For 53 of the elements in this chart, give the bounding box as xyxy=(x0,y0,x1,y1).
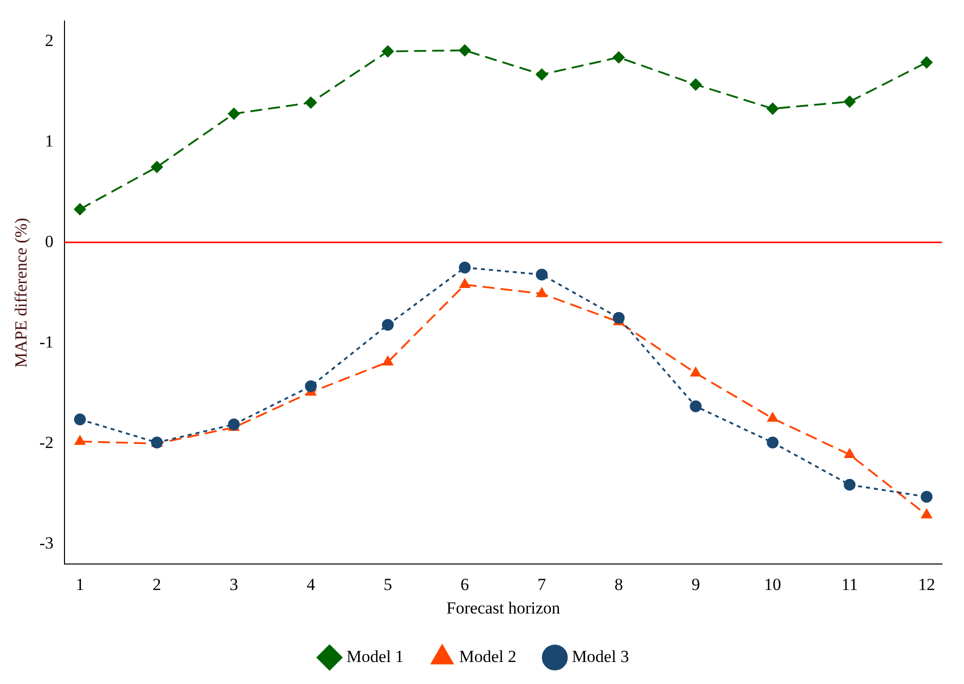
x-tick-label: 2 xyxy=(152,574,162,594)
point xyxy=(766,102,779,115)
x-axis-title: Forecast horizon xyxy=(446,598,561,618)
point xyxy=(920,490,933,503)
x-tick-label: 4 xyxy=(306,574,316,594)
point xyxy=(151,161,163,173)
point xyxy=(844,96,856,108)
point xyxy=(536,68,548,80)
point xyxy=(304,96,317,109)
point xyxy=(228,108,240,120)
x-tick-label: 11 xyxy=(841,574,858,594)
point xyxy=(536,268,548,280)
point xyxy=(382,356,394,366)
x-tick-label: 10 xyxy=(764,574,782,594)
point xyxy=(920,56,933,68)
x-tick-label: 8 xyxy=(614,574,623,594)
point xyxy=(690,367,701,377)
point xyxy=(304,380,317,392)
point xyxy=(74,436,86,445)
point xyxy=(921,509,932,518)
y-tick-label: -2 xyxy=(39,433,54,452)
point xyxy=(690,400,702,412)
point xyxy=(844,448,855,458)
legend-label: Model 3 xyxy=(572,646,629,666)
x-tick-label: 7 xyxy=(538,574,547,594)
point xyxy=(460,278,470,288)
point xyxy=(612,312,625,324)
y-tick-label: -1 xyxy=(39,332,54,352)
x-tick-label: 6 xyxy=(460,574,470,594)
point xyxy=(767,412,778,422)
x-tick-label: 3 xyxy=(230,574,238,594)
legend-label: Model 1 xyxy=(346,646,404,666)
x-tick-label: 12 xyxy=(918,574,936,594)
y-tick-label: 0 xyxy=(45,232,54,251)
legend-label: Model 2 xyxy=(459,646,516,666)
point xyxy=(844,478,856,491)
point xyxy=(74,414,86,426)
point xyxy=(766,436,779,448)
x-tick-label: 9 xyxy=(691,574,700,594)
point xyxy=(74,203,86,216)
point xyxy=(458,262,471,274)
point xyxy=(458,44,471,56)
point xyxy=(382,45,394,58)
point xyxy=(536,288,547,298)
y-tick-label: 1 xyxy=(45,131,54,150)
x-tick-label: 5 xyxy=(384,574,392,594)
y-tick-label: 2 xyxy=(45,30,54,50)
point xyxy=(612,52,625,64)
y-tick-label: -3 xyxy=(39,534,54,553)
point xyxy=(382,318,394,331)
y-axis-title: MAPE difference (%) xyxy=(12,218,31,368)
point xyxy=(690,78,702,90)
x-tick-label: 1 xyxy=(76,574,84,594)
